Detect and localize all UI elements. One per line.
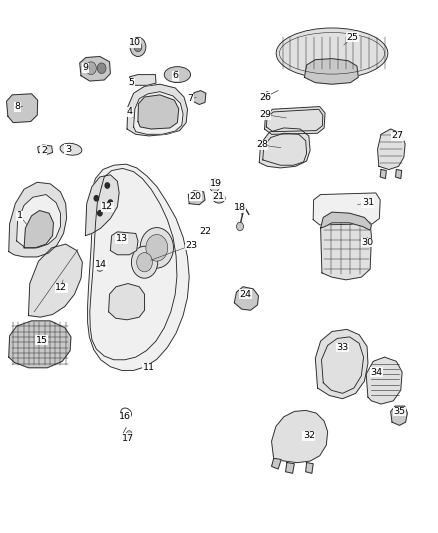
Ellipse shape <box>164 67 191 83</box>
Text: 15: 15 <box>35 336 48 344</box>
Text: 2: 2 <box>41 146 47 155</box>
Text: 27: 27 <box>392 132 404 140</box>
Polygon shape <box>88 164 189 370</box>
Polygon shape <box>188 191 205 205</box>
Circle shape <box>146 235 168 261</box>
Circle shape <box>86 62 96 75</box>
Polygon shape <box>130 75 156 85</box>
Circle shape <box>209 179 220 192</box>
Circle shape <box>264 92 271 100</box>
Polygon shape <box>272 458 281 469</box>
Polygon shape <box>109 284 145 320</box>
Text: 6: 6 <box>172 71 178 80</box>
Polygon shape <box>378 129 405 169</box>
Text: 32: 32 <box>303 432 315 440</box>
Text: 12: 12 <box>101 203 113 211</box>
Circle shape <box>134 42 142 52</box>
Circle shape <box>97 63 106 74</box>
Circle shape <box>130 37 146 56</box>
Text: 22: 22 <box>199 228 211 236</box>
Circle shape <box>126 431 132 438</box>
Text: 8: 8 <box>14 102 21 111</box>
Text: 9: 9 <box>82 63 88 72</box>
Ellipse shape <box>276 28 388 78</box>
Polygon shape <box>286 463 294 473</box>
Circle shape <box>94 196 99 201</box>
Circle shape <box>237 222 244 231</box>
Text: 26: 26 <box>259 93 271 101</box>
Polygon shape <box>9 182 67 257</box>
Polygon shape <box>396 169 402 179</box>
Polygon shape <box>127 84 187 136</box>
Text: 3: 3 <box>65 145 71 154</box>
Polygon shape <box>366 357 402 404</box>
Polygon shape <box>28 244 82 317</box>
Polygon shape <box>321 212 371 230</box>
Circle shape <box>131 246 158 278</box>
Text: 13: 13 <box>116 235 128 243</box>
Polygon shape <box>380 169 386 179</box>
Polygon shape <box>80 56 110 81</box>
Circle shape <box>98 211 102 216</box>
Text: 11: 11 <box>143 364 155 372</box>
Text: 31: 31 <box>362 198 374 207</box>
Text: 18: 18 <box>234 204 246 212</box>
Text: 14: 14 <box>95 261 107 269</box>
Polygon shape <box>234 287 258 310</box>
Text: 21: 21 <box>212 192 224 200</box>
Ellipse shape <box>60 143 82 155</box>
Text: 28: 28 <box>256 141 268 149</box>
Polygon shape <box>265 107 325 134</box>
Text: 12: 12 <box>55 284 67 292</box>
Ellipse shape <box>213 193 225 203</box>
Text: 10: 10 <box>129 38 141 47</box>
Text: 30: 30 <box>361 238 373 247</box>
Polygon shape <box>9 321 71 368</box>
Text: 25: 25 <box>346 33 359 42</box>
Polygon shape <box>134 92 183 134</box>
Polygon shape <box>85 175 119 236</box>
Text: 23: 23 <box>186 241 198 249</box>
Polygon shape <box>259 128 310 168</box>
Polygon shape <box>272 410 328 463</box>
Text: 1: 1 <box>17 212 23 220</box>
Polygon shape <box>17 195 60 248</box>
Polygon shape <box>304 59 358 84</box>
Text: 33: 33 <box>336 343 349 352</box>
Polygon shape <box>138 95 179 129</box>
Circle shape <box>137 253 152 272</box>
Polygon shape <box>306 463 313 473</box>
Polygon shape <box>315 329 368 399</box>
Text: 5: 5 <box>128 78 134 87</box>
Polygon shape <box>313 193 380 225</box>
Text: 34: 34 <box>371 368 383 376</box>
Text: 4: 4 <box>126 108 132 116</box>
Polygon shape <box>110 232 138 255</box>
Text: 7: 7 <box>187 94 194 103</box>
Text: 16: 16 <box>119 413 131 421</box>
Polygon shape <box>24 211 53 248</box>
Polygon shape <box>391 406 407 425</box>
Polygon shape <box>193 91 206 104</box>
Text: 20: 20 <box>190 192 202 200</box>
Text: 17: 17 <box>122 434 134 442</box>
Text: 24: 24 <box>239 290 251 298</box>
Circle shape <box>105 183 110 188</box>
Polygon shape <box>321 214 371 280</box>
Text: 19: 19 <box>210 180 222 188</box>
Text: 29: 29 <box>259 110 271 119</box>
Circle shape <box>108 200 113 205</box>
Circle shape <box>140 228 173 268</box>
Polygon shape <box>7 94 38 123</box>
Polygon shape <box>38 145 53 155</box>
Text: 35: 35 <box>393 407 406 416</box>
Circle shape <box>96 262 104 271</box>
